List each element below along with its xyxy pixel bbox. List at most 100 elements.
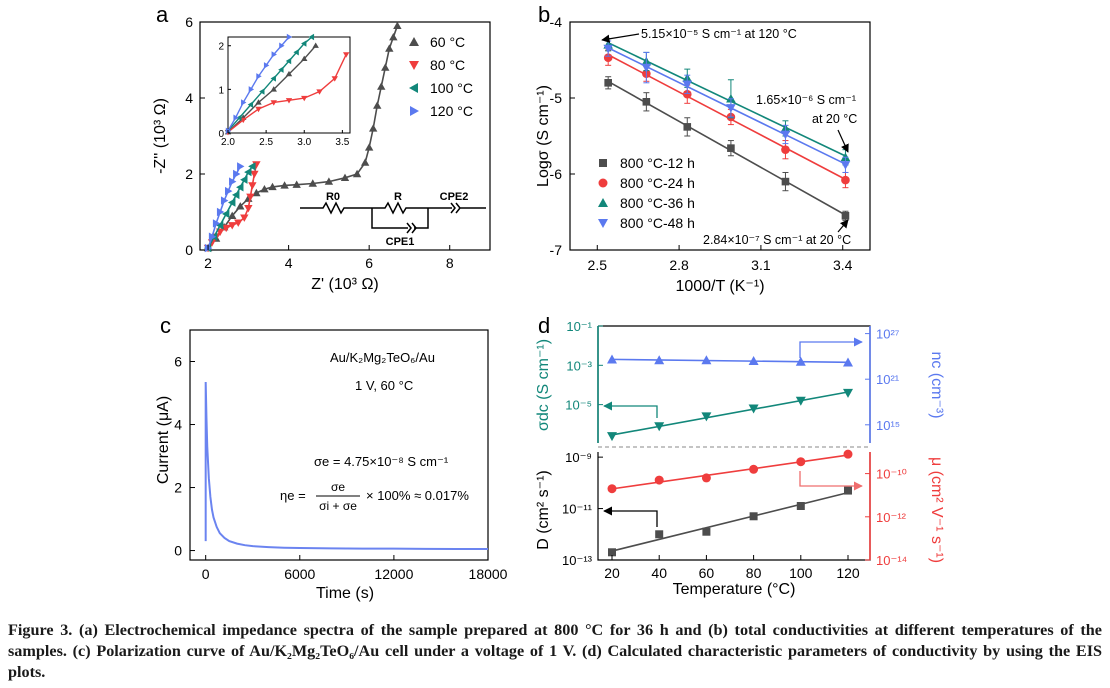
inset-frame-a (227, 36, 351, 134)
legend-marker-b (598, 219, 608, 228)
data-point-a (373, 101, 382, 109)
inset-plot-a: 2.0 2.5 3.0 3.5 0 1 2 (218, 33, 350, 148)
data-point-b (840, 161, 851, 170)
data-point-d (795, 356, 806, 366)
inset-point-a (285, 57, 292, 65)
x-tick-label-b: 2.5 (588, 257, 608, 273)
panel-label-a: a (156, 2, 169, 27)
inset-point-a (278, 66, 284, 73)
plot-frame-d-top (597, 325, 871, 443)
x-tick-label-d: 40 (651, 565, 667, 581)
x-tick-label-a: 8 (446, 255, 454, 271)
circuit-label-cpe1: CPE1 (386, 236, 415, 248)
inset-point-a (271, 51, 277, 58)
legend-label-a: 60 °C (430, 34, 465, 50)
data-point-a (352, 169, 362, 178)
inset-point-a (301, 40, 307, 47)
y-tick-label-sigma-d: 10⁻⁵ (565, 398, 592, 413)
x-tick-label-d: 20 (604, 565, 620, 581)
tick-labels-d: 20 40 60 80 100 120 10⁻¹ 10⁻³ 10⁻⁵ 10²⁷ 10²¹ 10¹⁵ 10… (562, 319, 907, 581)
inset-point-a (285, 98, 293, 104)
y-axis-label-sigma-d: σdc (S cm⁻¹) (535, 339, 552, 431)
data-point-a (377, 82, 386, 90)
inset-point-a (301, 55, 308, 62)
data-point-b (641, 63, 652, 73)
data-point-d (749, 464, 759, 474)
eta-num-c: σe (331, 480, 345, 494)
legend-marker-b (598, 198, 608, 207)
sigma-e-label-c: σe = 4.75×10⁻⁸ S cm⁻¹ (314, 454, 449, 469)
x-axis-label-b: 1000/T (K⁻¹) (675, 278, 764, 295)
figure-caption: Figure 3. (a) Electrochemical impedance … (8, 621, 1102, 681)
data-point-d (655, 530, 664, 539)
data-point-a (228, 222, 237, 230)
arrow-mu-d (799, 471, 863, 491)
x-tick-label-d: 60 (699, 565, 715, 581)
inset-x-tick-label: 2.5 (259, 137, 273, 148)
data-point-a (292, 180, 301, 188)
y-tick-label-c: 6 (174, 354, 182, 370)
inset-point-a (316, 89, 323, 95)
inset-point-a (270, 86, 277, 92)
data-point-a (236, 183, 244, 192)
data-point-d (608, 548, 616, 557)
data-point-a (268, 182, 277, 191)
eta-lhs-c: ηe = (280, 488, 306, 503)
x-axis-label-d: Temperature (°C) (673, 581, 796, 598)
cell-label-c: Au/K₂Mg₂TeO₆/Au (330, 350, 435, 365)
data-point-d (654, 355, 665, 365)
y-tick-label-c: 0 (174, 543, 182, 559)
data-point-a (381, 63, 390, 71)
data-point-a (340, 173, 350, 181)
legend-marker-b (598, 178, 608, 188)
y-axis-label-b: Logσ (S cm⁻¹) (535, 85, 552, 187)
y-tick-label-mu-d: 10⁻¹⁰ (876, 467, 907, 482)
y-tick-label-a: 0 (185, 242, 193, 258)
panel-label-c: c (160, 313, 171, 338)
inset-x-tick-label: 3.5 (335, 137, 349, 148)
series-marks-d (607, 354, 853, 557)
data-point-d (796, 502, 805, 510)
eta-rhs-c: × 100% ≈ 0.017% (366, 488, 469, 503)
fit-line-d-1 (611, 358, 849, 364)
inset-point-a (312, 42, 319, 48)
data-point-a (212, 219, 221, 228)
data-point-a (308, 179, 317, 187)
data-point-a (250, 170, 259, 179)
data-point-a (393, 21, 402, 29)
annotation-arrow-mid-b (837, 129, 849, 153)
data-point-a (324, 177, 334, 185)
legend-a: 60 °C 80 °C 100 °C 120 °C (409, 34, 473, 119)
legend-marker-a (409, 83, 418, 93)
x-axis-label-a: Z' (10³ Ω) (311, 276, 378, 293)
data-point-d (654, 475, 664, 485)
inset-point-a (236, 114, 242, 121)
y-axis-label-nc-d: nc (cm⁻³) (928, 351, 945, 418)
data-point-a (246, 193, 255, 201)
legend-marker-a (410, 106, 419, 116)
x-tick-label-b: 3.4 (833, 257, 853, 273)
data-point-a (215, 221, 224, 230)
data-point-b (683, 123, 692, 131)
series-marks-a (203, 21, 402, 253)
data-point-a (360, 158, 370, 166)
data-point-a (237, 162, 245, 171)
data-point-a (221, 209, 230, 219)
data-point-a (385, 44, 394, 52)
data-point-b (781, 177, 790, 186)
data-point-a (252, 188, 261, 197)
x-tick-label-c: 0 (202, 566, 210, 582)
fit-line-d-3 (611, 454, 849, 490)
inset-point-a (308, 33, 315, 41)
data-point-d (843, 357, 853, 367)
data-point-b (642, 98, 651, 106)
data-point-a (229, 177, 237, 186)
y-tick-label-nc-d: 10²¹ (876, 372, 900, 387)
plot-frame-c (189, 329, 489, 561)
x-tick-label-d: 120 (836, 565, 860, 581)
y-tick-label-diff-d: 10⁻¹¹ (562, 502, 593, 517)
x-axis-label-c: Time (s) (316, 585, 374, 602)
series-marks-c (204, 381, 488, 550)
y-tick-label-c: 2 (174, 480, 182, 496)
